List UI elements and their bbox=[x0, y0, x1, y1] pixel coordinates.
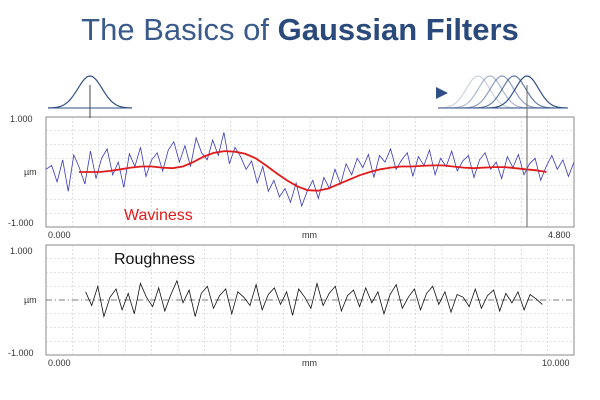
waviness-ytick-bottom: -1.000 bbox=[8, 218, 34, 228]
roughness-ytick-bottom: -1.000 bbox=[8, 348, 34, 358]
waviness-annotation: Waviness bbox=[124, 207, 193, 224]
waviness-xtick-end: 4.800 bbox=[548, 230, 571, 240]
roughness-ytick-top: 1.000 bbox=[10, 246, 33, 256]
roughness-xtick-start: 0.000 bbox=[48, 358, 71, 368]
waviness-grid bbox=[46, 117, 574, 227]
roughness-xtick-end: 10.000 bbox=[542, 358, 570, 368]
gaussian-kernel-sliding bbox=[438, 75, 568, 109]
page-title: The Basics of Gaussian Filters bbox=[0, 12, 600, 48]
waviness-ytick-top: 1.000 bbox=[10, 114, 33, 124]
roughness-xlabel: mm bbox=[302, 358, 317, 368]
waviness-chart: 1.000 µm -1.000 0.000 mm 4.800 Waviness bbox=[8, 85, 575, 240]
gaussian-bell-sliding-curve bbox=[450, 75, 530, 109]
roughness-chart: 1.000 µm -1.000 0.000 mm 10.000 Roughnes… bbox=[8, 244, 575, 368]
roughness-annotation: Roughness bbox=[114, 251, 195, 268]
waviness-xtick-start: 0.000 bbox=[48, 230, 71, 240]
waviness-mean-line bbox=[79, 150, 547, 192]
waviness-profile-line bbox=[45, 132, 575, 208]
gaussian-bell-curve bbox=[48, 75, 132, 109]
waviness-ylabel: µm bbox=[24, 167, 37, 177]
gaussian-kernel-illustration bbox=[48, 75, 568, 109]
roughness-profile-line bbox=[85, 279, 543, 319]
gaussian-bell-sliding-curve bbox=[474, 75, 554, 109]
waviness-xlabel: mm bbox=[302, 230, 317, 240]
gaussian-bell-sliding-curve bbox=[487, 75, 567, 109]
gaussian-bell-sliding-curve bbox=[438, 75, 518, 109]
gaussian-bell-sliding-curve bbox=[462, 75, 542, 109]
slide-arrow-head bbox=[436, 87, 448, 99]
title-part-regular: The Basics of bbox=[81, 12, 278, 47]
roughness-ylabel: µm bbox=[24, 295, 37, 305]
title-part-bold: Gaussian Filters bbox=[277, 12, 519, 47]
